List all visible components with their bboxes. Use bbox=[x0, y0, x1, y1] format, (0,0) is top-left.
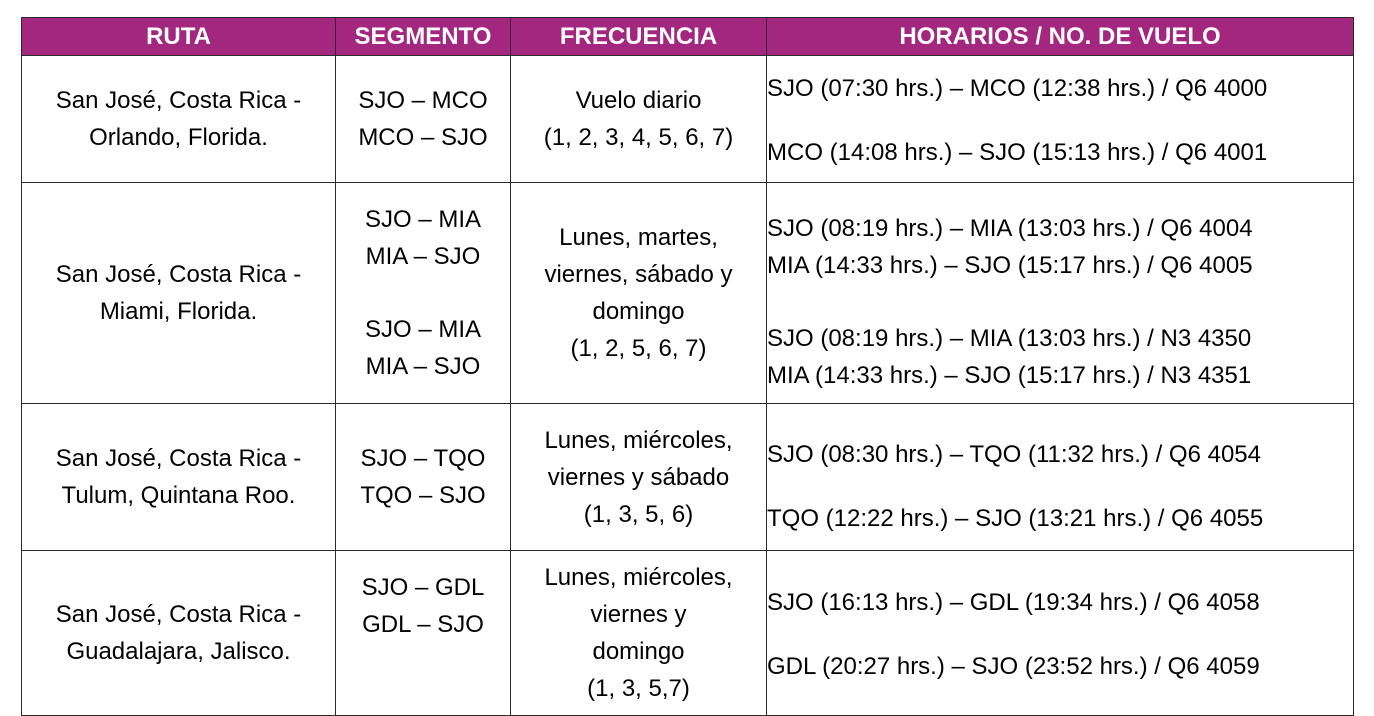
frequency-line: domingo bbox=[592, 638, 685, 665]
segment-line: GDL – SJO bbox=[362, 611, 484, 638]
route-line: San José, Costa Rica - bbox=[55, 87, 302, 114]
segment-line: SJO – MIA bbox=[364, 206, 482, 233]
route-cell: San José, Costa Rica - Guadalajara, Jali… bbox=[21, 550, 336, 716]
frequency-line: viernes y bbox=[590, 601, 687, 628]
segment-line: TQO – SJO bbox=[360, 482, 486, 509]
route-cell: San José, Costa Rica - Miami, Florida. bbox=[21, 182, 336, 404]
route-cell: San José, Costa Rica - Tulum, Quintana R… bbox=[21, 403, 336, 551]
schedule-line: SJO (07:30 hrs.) – MCO (12:38 hrs.) / Q6… bbox=[767, 74, 1268, 102]
segment-line: SJO – MCO bbox=[358, 87, 488, 114]
route-line: Tulum, Quintana Roo. bbox=[61, 482, 296, 509]
schedule-line: MIA (14:33 hrs.) – SJO (15:17 hrs.) / Q6… bbox=[767, 252, 1253, 279]
frequency-line: (1, 3, 5, 6) bbox=[583, 500, 694, 528]
schedule-line: MCO (14:08 hrs.) – SJO (15:13 hrs.) / Q6… bbox=[767, 138, 1268, 166]
frequency-cell: Vuelo diario (1, 2, 3, 4, 5, 6, 7) bbox=[510, 55, 767, 183]
routes-table: RUTA SEGMENTO FRECUENCIA HORARIOS / NO. … bbox=[21, 17, 1354, 716]
table-row: San José, Costa Rica - Guadalajara, Jali… bbox=[21, 550, 1354, 716]
frequency-cell: Lunes, martes, viernes, sábado y domingo… bbox=[510, 182, 767, 404]
frequency-line: domingo bbox=[592, 298, 685, 325]
frequency-line: (1, 3, 5,7) bbox=[587, 675, 690, 702]
route-line: San José, Costa Rica - bbox=[55, 601, 302, 628]
table-row: San José, Costa Rica - Miami, Florida. S… bbox=[21, 182, 1354, 404]
segment-line: SJO – TQO bbox=[360, 445, 486, 472]
segment-line: MCO – SJO bbox=[358, 124, 488, 151]
segment-cell: SJO – TQO TQO – SJO bbox=[335, 403, 511, 551]
schedule-cell: SJO (07:30 hrs.) – MCO (12:38 hrs.) / Q6… bbox=[766, 55, 1354, 183]
route-cell: San José, Costa Rica - Orlando, Florida. bbox=[21, 55, 336, 183]
schedule-line: SJO (08:19 hrs.) – MIA (13:03 hrs.) / Q6… bbox=[767, 215, 1253, 242]
table-row: San José, Costa Rica - Tulum, Quintana R… bbox=[21, 403, 1354, 551]
route-line: Guadalajara, Jalisco. bbox=[66, 638, 291, 665]
route-line: San José, Costa Rica - bbox=[55, 261, 302, 288]
frequency-line: Lunes, martes, bbox=[559, 224, 718, 251]
frequency-line: Vuelo diario bbox=[575, 87, 702, 114]
segment-cell: SJO – MCO MCO – SJO bbox=[335, 55, 511, 183]
schedule-line: GDL (20:27 hrs.) – SJO (23:52 hrs.) / Q6… bbox=[767, 652, 1260, 680]
segment-line: SJO – MIA bbox=[364, 316, 482, 343]
frequency-cell: Lunes, miércoles, viernes y domingo (1, … bbox=[510, 550, 767, 716]
segment-line: SJO – GDL bbox=[361, 574, 485, 601]
segment-line: MIA – SJO bbox=[365, 353, 481, 380]
schedule-line: TQO (12:22 hrs.) – SJO (13:21 hrs.) / Q6… bbox=[767, 504, 1264, 532]
frequency-line: Lunes, miércoles, bbox=[544, 564, 733, 591]
schedule-line: SJO (08:30 hrs.) – TQO (11:32 hrs.) / Q6… bbox=[767, 440, 1261, 468]
segment-cell: SJO – MIA MIA – SJO SJO – MIA MIA – SJO bbox=[335, 182, 511, 404]
route-line: Miami, Florida. bbox=[99, 298, 258, 325]
frequency-line: viernes y sábado bbox=[547, 463, 730, 491]
frequency-line: (1, 2, 5, 6, 7) bbox=[570, 335, 707, 362]
header-horarios: HORARIOS / NO. DE VUELO bbox=[766, 17, 1354, 56]
schedule-line: SJO (08:19 hrs.) – MIA (13:03 hrs.) / N3… bbox=[767, 325, 1252, 352]
schedule-cell: SJO (08:30 hrs.) – TQO (11:32 hrs.) / Q6… bbox=[766, 403, 1354, 551]
frequency-line: Lunes, miércoles, bbox=[544, 426, 733, 454]
route-line: San José, Costa Rica - bbox=[55, 445, 302, 472]
schedule-cell: SJO (08:19 hrs.) – MIA (13:03 hrs.) / Q6… bbox=[766, 182, 1354, 404]
frequency-cell: Lunes, miércoles, viernes y sábado (1, 3… bbox=[510, 403, 767, 551]
schedule-line: SJO (16:13 hrs.) – GDL (19:34 hrs.) / Q6… bbox=[767, 588, 1260, 616]
segment-cell: SJO – GDL GDL – SJO bbox=[335, 550, 511, 716]
schedule-line: MIA (14:33 hrs.) – SJO (15:17 hrs.) / N3… bbox=[767, 362, 1252, 389]
header-ruta: RUTA bbox=[21, 17, 336, 56]
frequency-line: (1, 2, 3, 4, 5, 6, 7) bbox=[543, 124, 734, 151]
route-line: Orlando, Florida. bbox=[89, 124, 268, 151]
frequency-line: viernes, sábado y bbox=[544, 261, 733, 288]
schedule-cell: SJO (16:13 hrs.) – GDL (19:34 hrs.) / Q6… bbox=[766, 550, 1354, 716]
table-row: San José, Costa Rica - Orlando, Florida.… bbox=[21, 55, 1354, 183]
header-row: RUTA SEGMENTO FRECUENCIA HORARIOS / NO. … bbox=[21, 17, 1354, 56]
segment-line: MIA – SJO bbox=[365, 243, 481, 270]
header-frecuencia: FRECUENCIA bbox=[510, 17, 767, 56]
header-segmento: SEGMENTO bbox=[335, 17, 511, 56]
